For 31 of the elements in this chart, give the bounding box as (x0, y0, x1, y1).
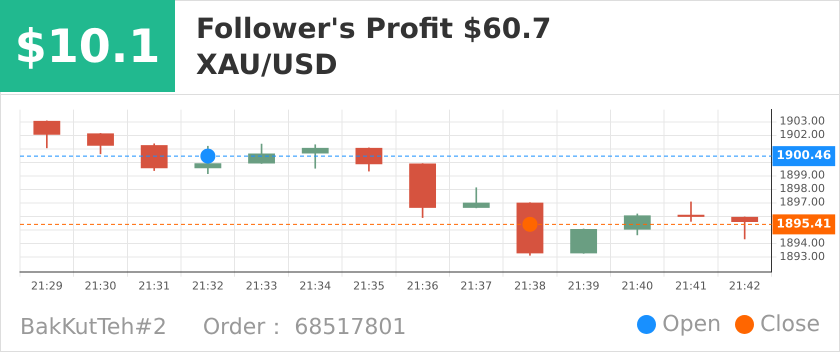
y-tick-label: 1894.00 (780, 236, 826, 250)
x-tick-label: 21:36 (406, 279, 438, 292)
x-tick-label: 21:41 (675, 279, 707, 292)
x-tick-label: 21:30 (84, 279, 116, 292)
legend-label: Close (760, 312, 820, 337)
chart-title: Follower's Profit $60.7 (196, 12, 552, 45)
ref-line-label: 1900.46 (776, 148, 832, 162)
x-tick-label: 21:35 (353, 279, 385, 292)
x-tick-label: 21:40 (621, 279, 654, 292)
chart-subtitle: XAU/USD (196, 48, 338, 81)
y-tick-label: 1899.00 (780, 168, 826, 182)
text: BakKutTeh#2 (20, 315, 167, 340)
y-tick-label: 1898.00 (780, 182, 826, 196)
candlestick (678, 202, 704, 222)
ref-line-label: 1895.41 (776, 216, 832, 230)
legend-label: Open (662, 312, 722, 337)
x-tick-label: 21:37 (460, 279, 492, 292)
text: $10.1 (0, 0, 175, 92)
y-tick-label: 1903.00 (780, 114, 826, 128)
x-tick-label: 21:34 (299, 279, 332, 292)
x-tick-label: 21:42 (728, 279, 761, 292)
x-tick-label: 21:29 (30, 279, 63, 292)
x-tick-label: 21:39 (568, 279, 600, 292)
y-tick-label: 1902.00 (780, 128, 826, 142)
x-tick-label: 21:33 (246, 279, 278, 292)
x-tick-label: 21:32 (192, 279, 224, 292)
y-tick-label: 1893.00 (780, 250, 826, 263)
x-tick-label: 21:38 (514, 279, 546, 292)
y-tick-label: 1897.00 (780, 196, 826, 209)
text: Order： 68517801 (202, 315, 406, 340)
x-tick-label: 21:31 (138, 279, 170, 292)
